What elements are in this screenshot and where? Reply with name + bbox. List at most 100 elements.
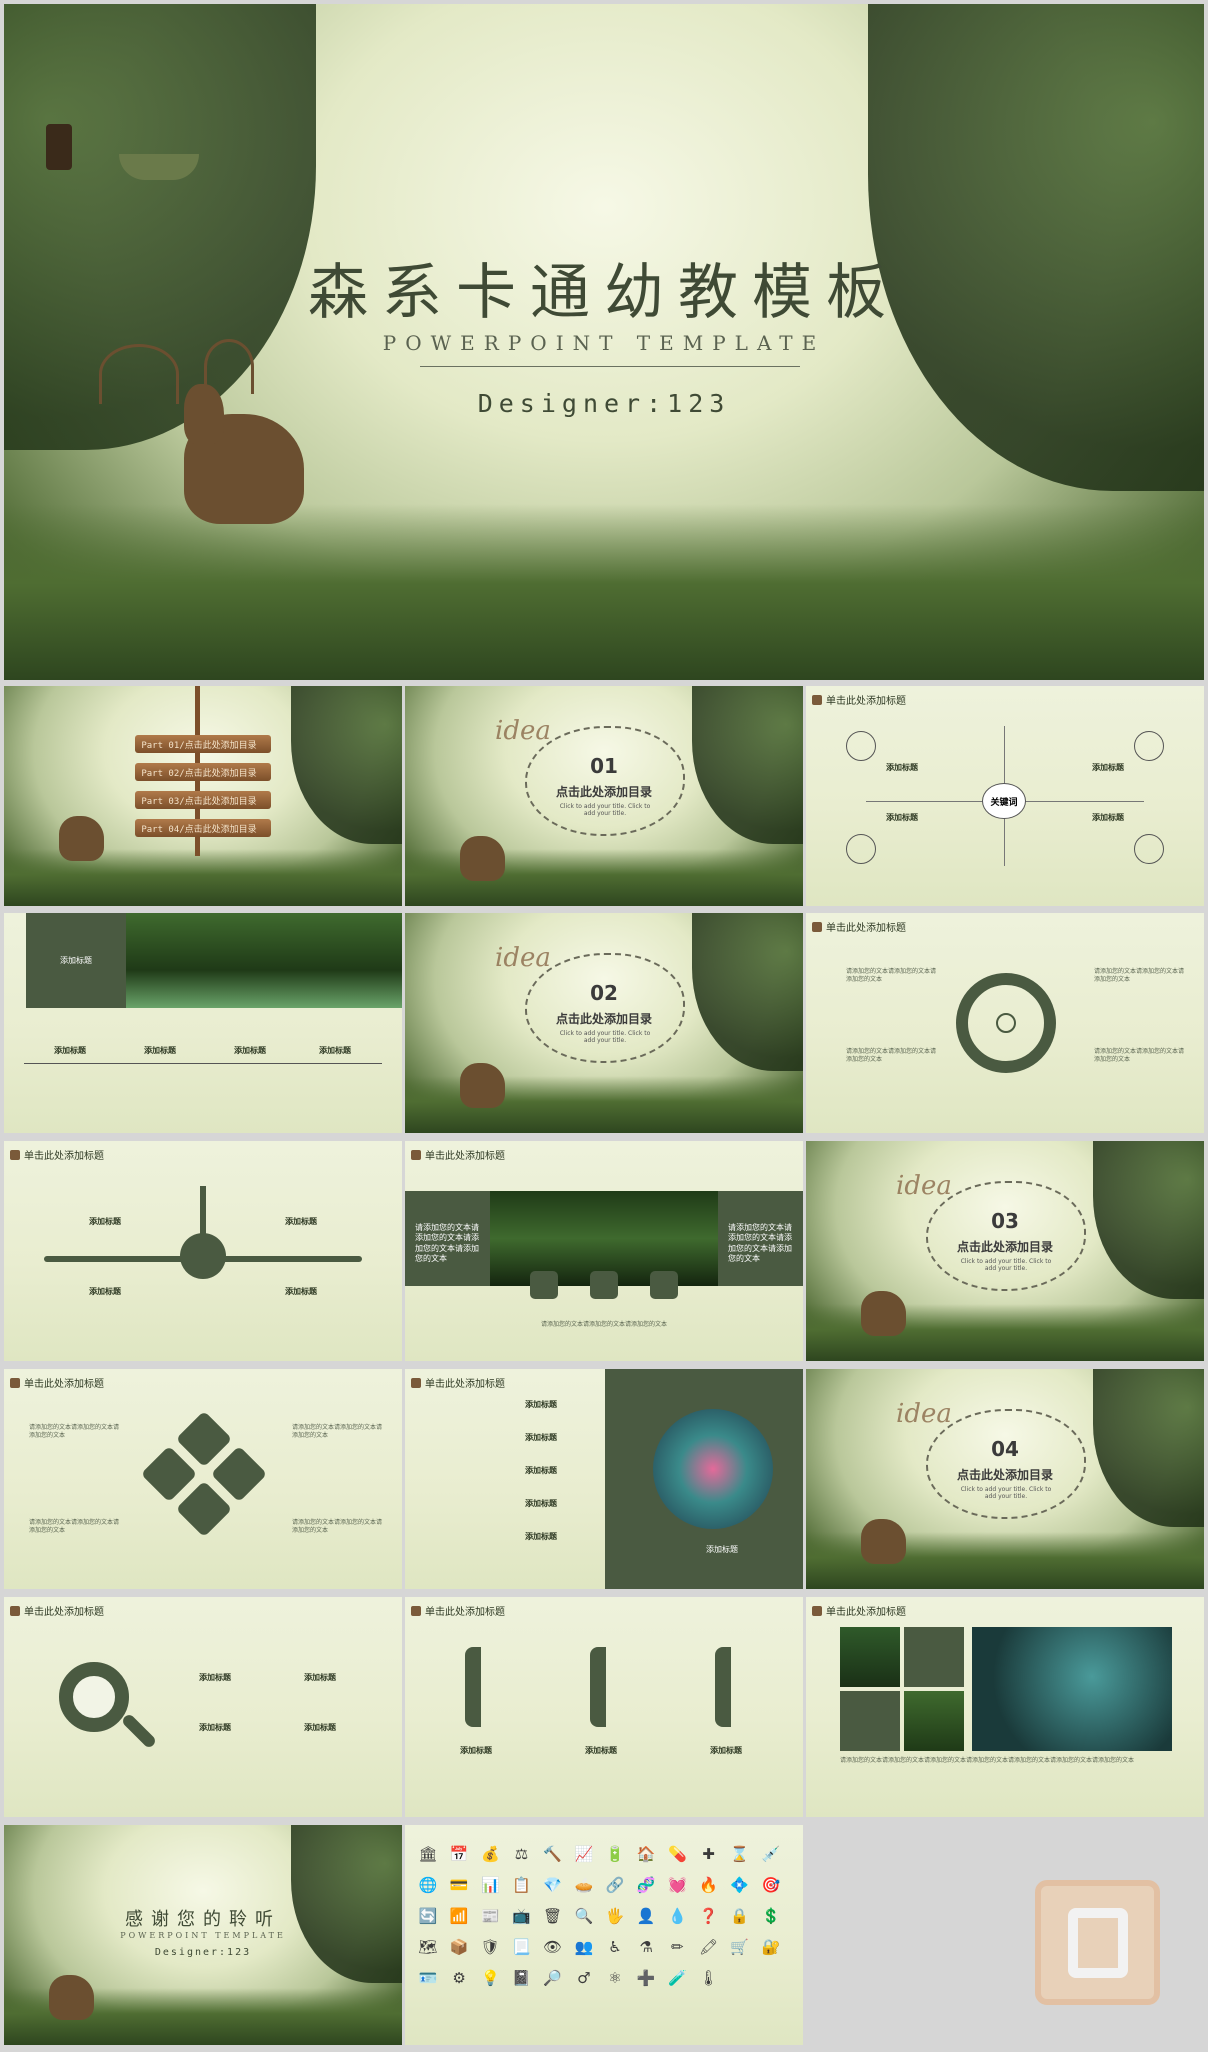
banner-right: 请添加您的文本请添加您的文本请添加您的文本请添加您的文本	[718, 1191, 803, 1286]
library-icon: 👥	[574, 1938, 594, 1956]
hanging-basket	[119, 154, 199, 180]
hero-title: 森系卡通幼教模板	[308, 258, 900, 328]
thanks-slide[interactable]: 感谢您的聆听 POWERPOINT TEMPLATE Designer:123	[4, 1825, 402, 2045]
banner-slide[interactable]: 单击此处添加标题 请添加您的文本请添加您的文本请添加您的文本请添加您的文本 请添…	[405, 1141, 803, 1361]
photo-2	[904, 1691, 964, 1751]
library-icon: 🔥	[699, 1876, 718, 1894]
plane-body	[180, 1233, 226, 1279]
deer-logo-icon	[812, 694, 822, 705]
library-icon: 🌡	[698, 1969, 718, 1987]
section-sub: Click to add your title. Click to add yo…	[559, 803, 651, 817]
ring-slide[interactable]: 单击此处添加标题 请添加您的文本请添加您的文本请添加您的文本 请添加您的文本请添…	[806, 913, 1204, 1133]
tree-illustration	[653, 1409, 773, 1529]
library-icon: 💰	[480, 1845, 500, 1863]
library-icon: ✏	[671, 1938, 684, 1956]
grass	[4, 504, 1204, 680]
library-icon: 🥧	[574, 1876, 594, 1894]
library-icon: 📅	[449, 1845, 469, 1863]
library-icon: ⚙	[452, 1969, 466, 1987]
diamond-left	[140, 1445, 198, 1503]
section-slide-4[interactable]: idea 04 点击此处添加目录 Click to add your title…	[806, 1369, 1204, 1589]
section-number: 01	[590, 754, 618, 778]
timeline-line	[24, 1063, 382, 1064]
diamond-slide[interactable]: 单击此处添加标题 请添加您的文本请添加您的文本请添加您的文本 请添加您的文本请添…	[4, 1369, 402, 1589]
section-number: 03	[991, 1209, 1019, 1233]
library-icon: 💳	[449, 1876, 469, 1894]
magnifier-slide[interactable]: 单击此处添加标题 添加标题 添加标题 添加标题 添加标题	[4, 1597, 402, 1817]
section-slide-1[interactable]: idea 01 点击此处添加目录 Click to add your title…	[405, 686, 803, 906]
library-icon: 💠	[730, 1876, 749, 1894]
library-icon: 🔎	[543, 1969, 562, 1987]
diamond-top	[175, 1410, 233, 1468]
check-icon	[650, 1271, 678, 1299]
library-icon: 💎	[543, 1876, 562, 1894]
section-slide-3[interactable]: idea 03 点击此处添加目录 Click to add your title…	[806, 1141, 1204, 1361]
chat-icon-2	[840, 1691, 900, 1751]
dark-panel: 添加标题	[26, 913, 126, 1008]
slide-header: 单击此处添加标题	[812, 692, 906, 707]
icon-grid: 🏛 📅 💰 ⚖ 🔨 📈 🔋 🏠 💊 ✚ ⌛ 💉 🌐 💳 📊 📋 💎 🥧 🔗 🧬 💓 🔥 💠 🎯 🔄 📶 📰 📺 🗑 🔍 🖐 👤 💧 ❓ 🔒 💲 🗺 📦 🛡 📃…	[417, 1843, 791, 1989]
gear-icon	[530, 1271, 558, 1299]
photo-1	[840, 1627, 900, 1687]
diamond-right	[210, 1445, 268, 1503]
keyword-slide[interactable]: 单击此处添加标题 关键词 添加标题 添加标题 添加标题 添加标题	[806, 686, 1204, 906]
library-icon: 🔄	[418, 1907, 438, 1925]
pen-icon	[590, 1271, 618, 1299]
center-icon	[996, 1013, 1016, 1033]
hero-slide[interactable]: 森系卡通幼教模板 POWERPOINT TEMPLATE Designer:12…	[4, 4, 1204, 680]
library-icon: ⌛	[730, 1845, 749, 1863]
library-icon: 🏛	[418, 1845, 438, 1863]
plane-slide[interactable]: 单击此处添加标题 添加标题 添加标题 添加标题 添加标题	[4, 1141, 402, 1361]
library-icon: ❓	[699, 1907, 718, 1925]
list-slide[interactable]: 单击此处添加标题 添加标题 添加标题 添加标题 添加标题 添加标题 添加标题	[405, 1369, 803, 1589]
library-icon: ⚖	[514, 1845, 529, 1863]
timeline-slide[interactable]: 添加标题 添加标题 添加标题 添加标题 添加标题	[4, 913, 402, 1133]
library-icon: 💉	[761, 1845, 781, 1863]
section-slide-2[interactable]: idea 02 点击此处添加目录 Click to add your title…	[405, 913, 803, 1133]
library-icon: 🌐	[418, 1876, 438, 1894]
library-icon: 🗺	[418, 1938, 438, 1956]
icon-library-slide[interactable]: 🏛 📅 💰 ⚖ 🔨 📈 🔋 🏠 💊 ✚ ⌛ 💉 🌐 💳 📊 📋 💎 🥧 🔗 🧬 💓 🔥 💠 🎯 🔄 📶 📰 📺 🗑 🔍 🖐 👤 💧 ❓ 🔒 💲 🗺 📦 🛡 📃…	[405, 1825, 803, 2045]
library-icon: 📊	[480, 1876, 500, 1894]
library-icon: 📰	[480, 1907, 500, 1925]
library-icon: 👤	[636, 1907, 656, 1925]
toc-item-2[interactable]: Part 02/点击此处添加目录	[135, 763, 271, 781]
toc-item-4[interactable]: Part 04/点击此处添加目录	[135, 819, 271, 837]
library-icon: 🗑	[543, 1907, 563, 1925]
gallery-slide[interactable]: 单击此处添加标题 请添加您的文本请添加您的文本请添加您的文本请添加您的文本请添加…	[806, 1597, 1204, 1817]
toc-item-3[interactable]: Part 03/点击此处添加目录	[135, 791, 271, 809]
library-icon: 🎯	[761, 1876, 781, 1894]
library-icon: 👁	[543, 1938, 563, 1956]
keyword-columns-slide[interactable]: 单击此处添加标题 添加标题 添加标题 添加标题	[405, 1597, 803, 1817]
library-icon: 💊	[667, 1845, 687, 1863]
library-icon: 📈	[574, 1845, 594, 1863]
section-heading: 点击此处添加目录	[555, 785, 652, 799]
library-icon: ♂	[577, 1969, 591, 1987]
library-icon: 🔋	[605, 1845, 625, 1863]
library-icon: 🔨	[543, 1845, 562, 1863]
board-icon	[1134, 834, 1164, 864]
toc-slide[interactable]: Part 01/点击此处添加目录 Part 02/点击此处添加目录 Part 0…	[4, 686, 402, 906]
library-icon: 🔗	[605, 1876, 625, 1894]
library-icon: 🪪	[418, 1969, 438, 1987]
library-icon: 🧬	[636, 1876, 656, 1894]
hero-divider	[420, 366, 800, 367]
keyword-badge: 关键词	[982, 783, 1026, 819]
monitor-icon	[1134, 731, 1164, 761]
deer-illustration	[460, 836, 505, 881]
library-icon: ✚	[702, 1845, 715, 1863]
library-icon: 🖍	[698, 1938, 718, 1956]
library-icon: 📺	[512, 1907, 531, 1925]
keyword-block-3	[715, 1647, 731, 1727]
cloud-frame	[525, 726, 685, 836]
library-icon: 🔒	[730, 1907, 749, 1925]
section-number: 04	[991, 1437, 1019, 1461]
keyword-block-1	[465, 1647, 481, 1727]
thanks-title: 感谢您的聆听	[125, 1909, 281, 1930]
deer-illustration	[59, 816, 104, 861]
library-icon: 🛒	[730, 1938, 749, 1956]
library-icon: 💡	[480, 1969, 500, 1987]
library-icon: 📃	[512, 1938, 531, 1956]
library-icon: 🧪	[667, 1969, 687, 1987]
toc-item-1[interactable]: Part 01/点击此处添加目录	[135, 735, 271, 753]
